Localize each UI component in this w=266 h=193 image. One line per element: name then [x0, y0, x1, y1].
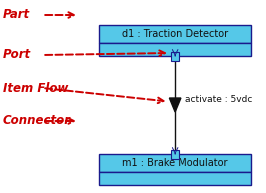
Text: Port: Port — [3, 48, 31, 62]
FancyBboxPatch shape — [99, 25, 251, 43]
Text: Item Flow: Item Flow — [3, 81, 68, 95]
FancyBboxPatch shape — [171, 52, 180, 60]
Text: activate : 5vdc: activate : 5vdc — [185, 96, 252, 104]
Text: Part: Part — [3, 8, 30, 21]
FancyBboxPatch shape — [99, 172, 251, 185]
FancyBboxPatch shape — [99, 154, 251, 172]
Text: d1 : Traction Detector: d1 : Traction Detector — [122, 29, 228, 39]
Polygon shape — [169, 98, 181, 112]
Text: m1 : Brake Modulator: m1 : Brake Modulator — [122, 158, 228, 168]
Text: Connector: Connector — [3, 114, 71, 128]
FancyBboxPatch shape — [171, 150, 180, 158]
FancyBboxPatch shape — [99, 43, 251, 56]
